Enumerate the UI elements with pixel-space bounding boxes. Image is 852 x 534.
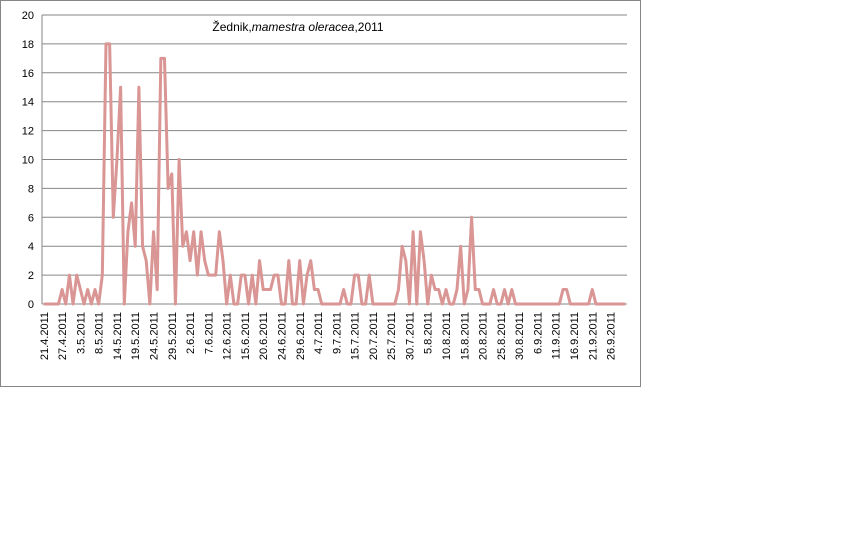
- x-tick-label: 7.6.2011: [203, 312, 215, 354]
- x-tick-label: 12.6.2011: [222, 312, 234, 360]
- x-tick-label: 26.9.2011: [606, 312, 618, 360]
- x-tick-label: 15.6.2011: [240, 312, 252, 360]
- y-tick-label: 14: [22, 97, 34, 109]
- x-tick-label: 16.9.2011: [569, 312, 581, 360]
- x-tick-label: 11.9.2011: [551, 312, 563, 359]
- x-tick-label: 4.7.2011: [313, 312, 325, 354]
- y-tick-label: 0: [28, 299, 34, 311]
- x-tick-label: 30.7.2011: [404, 312, 416, 360]
- x-tick-label: 21.9.2011: [587, 312, 599, 360]
- x-tick-label: 5.8.2011: [423, 312, 435, 354]
- x-tick-label: 24.6.2011: [276, 312, 288, 360]
- title-part: Žednik,: [212, 19, 251, 34]
- x-tick-label: 29.5.2011: [167, 312, 179, 360]
- title-part: ,2011: [354, 20, 383, 34]
- y-tick-label: 4: [28, 241, 34, 253]
- x-tick-label: 20.6.2011: [258, 312, 270, 360]
- x-tick-label: 30.8.2011: [514, 312, 526, 360]
- x-tick-label: 15.8.2011: [459, 312, 471, 360]
- x-tick-label: 14.5.2011: [112, 312, 124, 360]
- y-tick-label: 6: [28, 212, 34, 224]
- x-tick-label: 19.5.2011: [130, 312, 142, 360]
- x-tick-label: 20.7.2011: [368, 312, 380, 360]
- chart-title: Žednik,mamestra oleracea,2011: [212, 19, 384, 34]
- y-tick-label: 12: [22, 126, 34, 138]
- x-tick-label: 25.8.2011: [496, 312, 508, 360]
- x-tick-label: 9.7.2011: [331, 312, 343, 354]
- chart-border: [0, 0, 641, 387]
- y-tick-label: 10: [22, 155, 34, 167]
- x-tick-label: 8.5.2011: [94, 312, 106, 354]
- x-tick-label: 29.6.2011: [295, 312, 307, 360]
- x-tick-label: 15.7.2011: [350, 312, 362, 360]
- y-tick-label: 2: [28, 270, 34, 282]
- y-tick-label: 16: [22, 68, 34, 80]
- y-tick-label: 8: [28, 183, 34, 195]
- x-tick-label: 6.9.2011: [532, 312, 544, 354]
- x-tick-label: 25.7.2011: [386, 312, 398, 360]
- x-tick-label: 10.8.2011: [441, 312, 453, 360]
- x-tick-label: 3.5.2011: [75, 312, 87, 354]
- data-line: [43, 42, 626, 306]
- title-part: mamestra oleracea: [252, 20, 355, 34]
- x-tick-label: 24.5.2011: [149, 312, 161, 360]
- x-tick-label: 21.4.2011: [39, 312, 51, 360]
- x-tick-label: 2.6.2011: [185, 312, 197, 354]
- y-tick-label: 20: [22, 10, 34, 22]
- x-tick-label: 27.4.2011: [57, 312, 69, 360]
- x-tick-label: 20.8.2011: [478, 312, 490, 360]
- y-tick-label: 18: [22, 39, 34, 51]
